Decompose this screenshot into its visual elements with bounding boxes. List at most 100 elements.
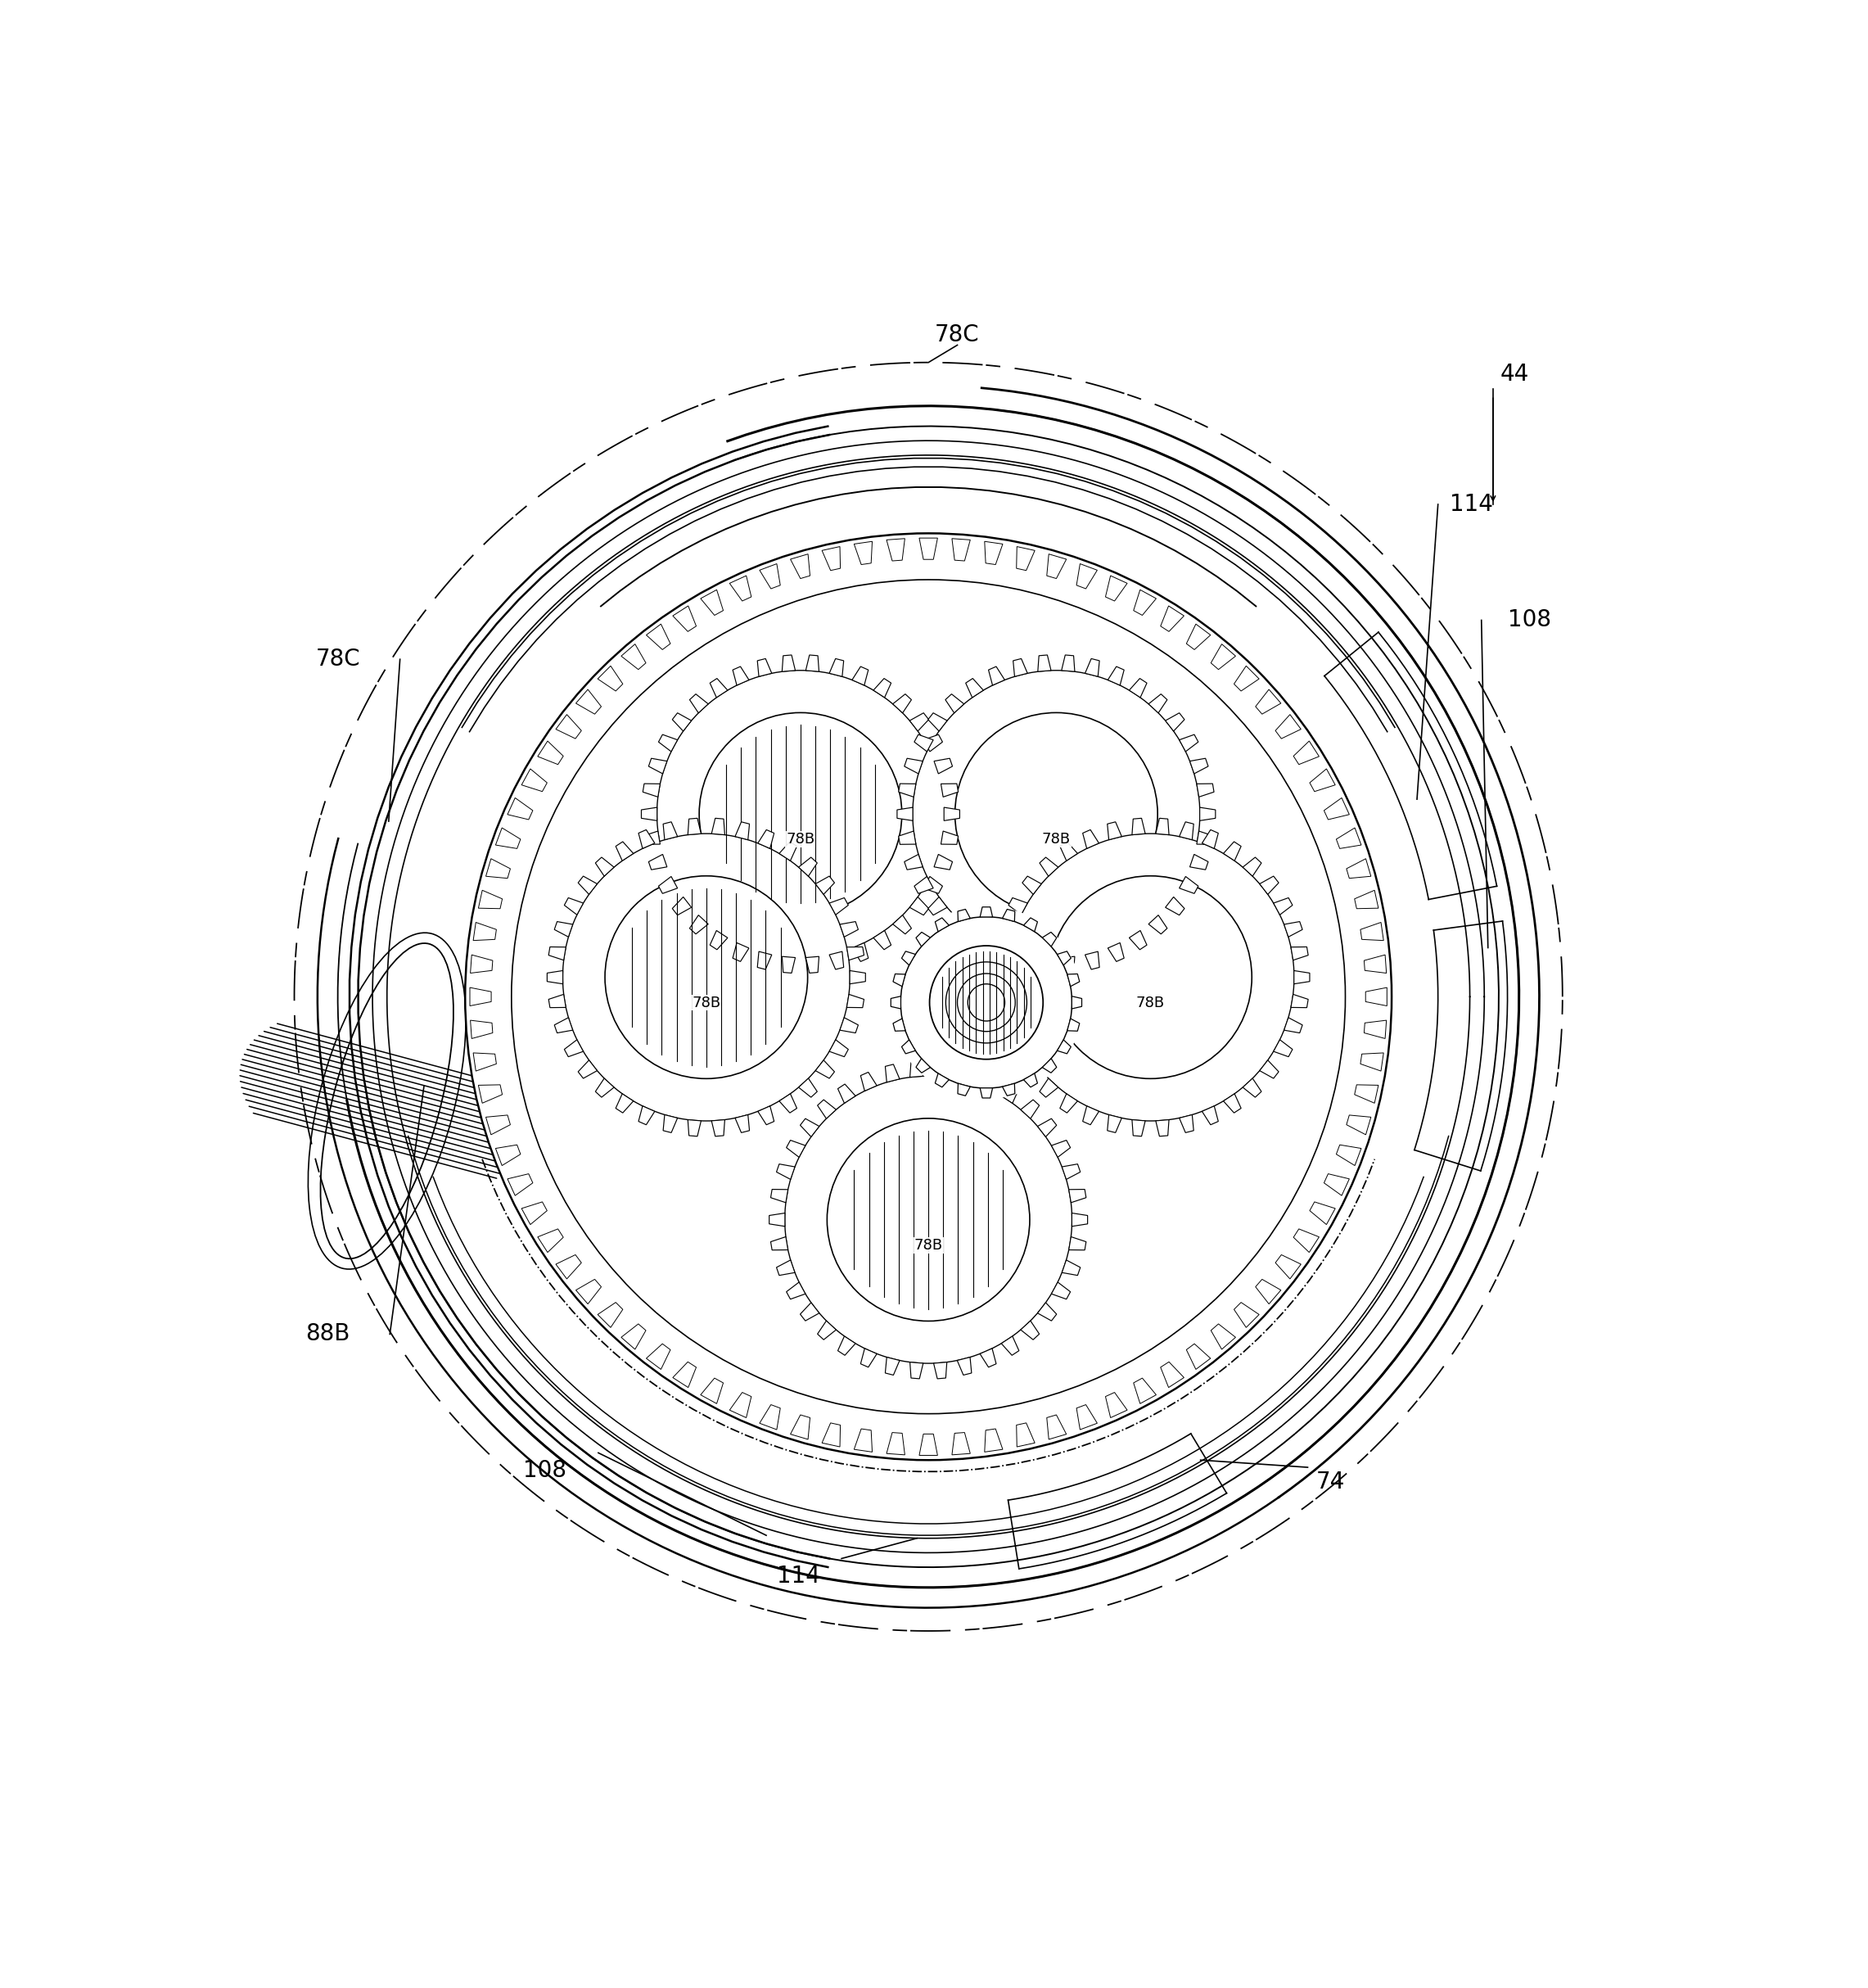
Circle shape xyxy=(785,1076,1072,1364)
Polygon shape xyxy=(689,914,708,934)
Polygon shape xyxy=(829,1040,848,1058)
Polygon shape xyxy=(953,539,969,561)
Polygon shape xyxy=(1366,988,1386,1006)
Polygon shape xyxy=(575,690,601,714)
Polygon shape xyxy=(672,1362,697,1388)
Polygon shape xyxy=(1364,1020,1386,1038)
Text: 78C: 78C xyxy=(316,648,361,670)
Polygon shape xyxy=(829,658,844,676)
Polygon shape xyxy=(770,1213,785,1227)
Polygon shape xyxy=(887,539,904,561)
Polygon shape xyxy=(934,855,953,869)
Circle shape xyxy=(930,946,1042,1060)
Polygon shape xyxy=(981,1348,996,1368)
Circle shape xyxy=(544,815,869,1139)
Polygon shape xyxy=(822,547,841,571)
Circle shape xyxy=(828,1119,1029,1322)
Circle shape xyxy=(1007,833,1295,1121)
Polygon shape xyxy=(786,1282,805,1300)
Text: 78B: 78B xyxy=(913,1239,943,1252)
Polygon shape xyxy=(663,821,678,839)
Polygon shape xyxy=(1108,942,1125,962)
Polygon shape xyxy=(641,807,658,821)
Polygon shape xyxy=(913,734,934,751)
Polygon shape xyxy=(1046,555,1067,579)
Polygon shape xyxy=(1132,1119,1145,1137)
Polygon shape xyxy=(478,891,502,909)
Polygon shape xyxy=(910,1062,923,1077)
Circle shape xyxy=(900,916,1072,1087)
Circle shape xyxy=(913,670,1199,958)
Polygon shape xyxy=(874,930,891,950)
Polygon shape xyxy=(639,1105,656,1125)
Polygon shape xyxy=(1259,1060,1280,1077)
Polygon shape xyxy=(885,1358,900,1376)
Polygon shape xyxy=(730,1392,751,1417)
Polygon shape xyxy=(672,714,691,732)
Polygon shape xyxy=(816,1060,835,1077)
Text: 74: 74 xyxy=(1317,1471,1345,1493)
Polygon shape xyxy=(732,666,749,686)
Text: 78B: 78B xyxy=(1136,996,1166,1010)
Polygon shape xyxy=(1059,1093,1078,1113)
Polygon shape xyxy=(1067,974,1080,986)
Polygon shape xyxy=(790,1415,811,1439)
Polygon shape xyxy=(643,783,659,797)
Polygon shape xyxy=(1179,821,1194,839)
Circle shape xyxy=(895,652,1218,976)
Polygon shape xyxy=(616,1093,633,1113)
Circle shape xyxy=(889,907,1083,1099)
Polygon shape xyxy=(471,954,493,974)
Polygon shape xyxy=(687,1119,700,1137)
Polygon shape xyxy=(758,1105,773,1125)
Polygon shape xyxy=(1274,899,1293,914)
Polygon shape xyxy=(521,769,547,791)
Polygon shape xyxy=(1003,909,1014,922)
Polygon shape xyxy=(1068,1237,1085,1250)
Polygon shape xyxy=(1128,930,1147,950)
Polygon shape xyxy=(1052,1141,1070,1157)
Polygon shape xyxy=(646,1344,671,1370)
Polygon shape xyxy=(1354,891,1379,909)
Polygon shape xyxy=(839,1336,856,1356)
Polygon shape xyxy=(1024,1074,1037,1087)
Polygon shape xyxy=(1336,827,1362,849)
Circle shape xyxy=(562,833,850,1121)
Polygon shape xyxy=(760,1406,781,1429)
Polygon shape xyxy=(984,541,1003,565)
Text: 88B: 88B xyxy=(304,1322,349,1346)
Polygon shape xyxy=(861,1072,876,1091)
Polygon shape xyxy=(1024,918,1037,932)
Circle shape xyxy=(605,877,807,1079)
Polygon shape xyxy=(1076,565,1097,588)
Polygon shape xyxy=(777,1165,796,1179)
Polygon shape xyxy=(1324,1173,1349,1195)
Polygon shape xyxy=(988,666,1005,686)
Polygon shape xyxy=(1354,1085,1379,1103)
Polygon shape xyxy=(1022,877,1040,895)
Polygon shape xyxy=(1040,857,1057,877)
Polygon shape xyxy=(992,946,1011,960)
Polygon shape xyxy=(850,970,865,984)
Polygon shape xyxy=(1108,666,1125,686)
Polygon shape xyxy=(902,1040,915,1054)
Polygon shape xyxy=(758,829,773,849)
Polygon shape xyxy=(689,694,708,714)
Polygon shape xyxy=(1179,877,1197,893)
Polygon shape xyxy=(981,907,992,916)
Polygon shape xyxy=(648,855,667,869)
Polygon shape xyxy=(1295,970,1309,984)
Polygon shape xyxy=(1061,1165,1080,1179)
Polygon shape xyxy=(800,1119,820,1137)
Polygon shape xyxy=(992,970,1007,984)
Polygon shape xyxy=(854,541,872,565)
Polygon shape xyxy=(478,1085,502,1103)
Polygon shape xyxy=(852,666,869,686)
Polygon shape xyxy=(800,857,816,877)
Polygon shape xyxy=(508,797,532,819)
Polygon shape xyxy=(659,877,678,893)
Circle shape xyxy=(512,580,1345,1413)
Polygon shape xyxy=(941,831,958,845)
Text: 44: 44 xyxy=(1500,362,1530,386)
Polygon shape xyxy=(822,1423,841,1447)
